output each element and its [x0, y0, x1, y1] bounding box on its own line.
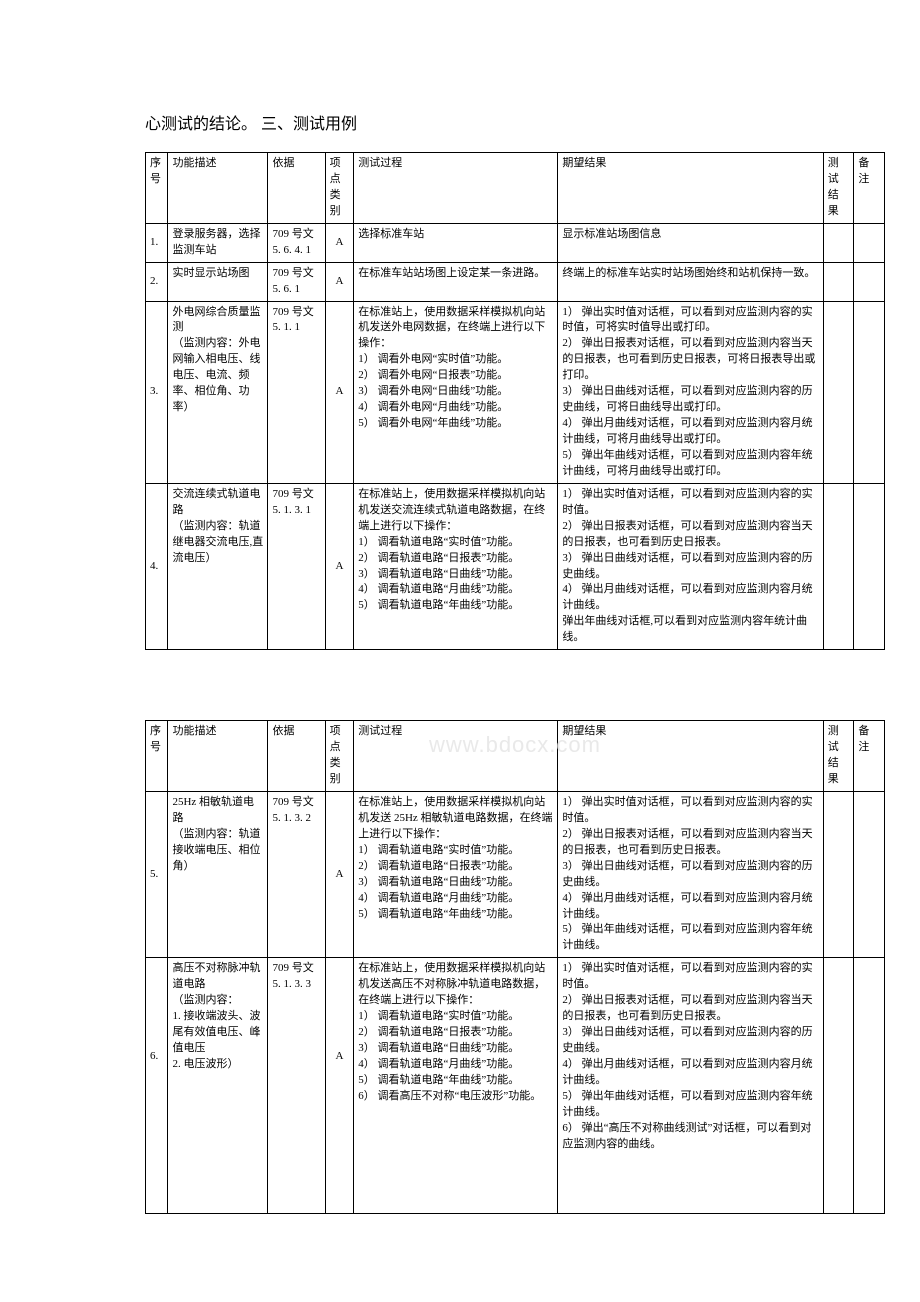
- cell-cat: A: [325, 483, 354, 649]
- cell-exp: 显示标准站场图信息: [558, 223, 823, 262]
- cell-note: [854, 223, 885, 262]
- cell-cat: A: [325, 301, 354, 483]
- cell-cat: A: [325, 958, 354, 1213]
- cell-note: [854, 791, 885, 957]
- cell-res: [823, 301, 854, 483]
- cell-res: [823, 223, 854, 262]
- col-exp: 期望结果: [558, 721, 823, 792]
- cell-basis: 709 号文5. 1. 3. 2: [268, 791, 325, 957]
- col-res: 测试结果: [823, 153, 854, 224]
- table-header-row: 序号 功能描述 依据 项点类别 测试过程 期望结果 测试结果 备注: [146, 153, 885, 224]
- cell-idx: 5.: [146, 791, 168, 957]
- cell-func: 外电网综合质量监测（监测内容：外电网输入相电压、线电压、电流、频率、相位角、功率…: [168, 301, 268, 483]
- table-header-row: 序号 功能描述 依据 项点类别 测试过程 期望结果 测试结果 备注: [146, 721, 885, 792]
- cell-proc: 在标准站上，使用数据采样模拟机向站机发送交流连续式轨道电路数据，在终端上进行以下…: [354, 483, 558, 649]
- table-row: 6.高压不对称脉冲轨道电路（监测内容：1. 接收端波头、波尾有效值电压、峰值电压…: [146, 958, 885, 1213]
- cell-idx: 4.: [146, 483, 168, 649]
- cell-func: 实时显示站场图: [168, 262, 268, 301]
- table-row: 2.实时显示站场图709 号文5. 6. 1A在标准车站站场图上设定某一条进路。…: [146, 262, 885, 301]
- cell-func: 高压不对称脉冲轨道电路（监测内容：1. 接收端波头、波尾有效值电压、峰值电压2.…: [168, 958, 268, 1213]
- col-basis: 依据: [268, 153, 325, 224]
- col-idx: 序号: [146, 721, 168, 792]
- cell-exp: 1） 弹出实时值对话框，可以看到对应监测内容的实时值。2） 弹出日报表对话框，可…: [558, 791, 823, 957]
- col-func: 功能描述: [168, 153, 268, 224]
- cell-basis: 709 号文5. 6. 4. 1: [268, 223, 325, 262]
- cell-res: [823, 483, 854, 649]
- cell-proc: 在标准站上，使用数据采样模拟机向站机发送外电网数据，在终端上进行以下操作：1） …: [354, 301, 558, 483]
- col-exp: 期望结果: [558, 153, 823, 224]
- section-title: 心测试的结论。 三、测试用例: [145, 110, 920, 134]
- col-basis: 依据: [268, 721, 325, 792]
- table-row: 4.交流连续式轨道电路（监测内容：轨道继电器交流电压,直流电压）709 号文5.…: [146, 483, 885, 649]
- col-idx: 序号: [146, 153, 168, 224]
- col-note: 备注: [854, 721, 885, 792]
- cell-res: [823, 262, 854, 301]
- cell-func: 交流连续式轨道电路（监测内容：轨道继电器交流电压,直流电压）: [168, 483, 268, 649]
- cell-proc: 在标准站上，使用数据采样模拟机向站机发送高压不对称脉冲轨道电路数据，在终端上进行…: [354, 958, 558, 1213]
- cell-basis: 709 号文5. 1. 3. 1: [268, 483, 325, 649]
- test-cases-table-2: 序号 功能描述 依据 项点类别 测试过程 期望结果 测试结果 备注 5.25Hz…: [145, 720, 885, 1213]
- cell-note: [854, 262, 885, 301]
- col-proc: 测试过程: [354, 153, 558, 224]
- col-res: 测试结果: [823, 721, 854, 792]
- table-row: 3.外电网综合质量监测（监测内容：外电网输入相电压、线电压、电流、频率、相位角、…: [146, 301, 885, 483]
- col-proc: 测试过程: [354, 721, 558, 792]
- cell-note: [854, 958, 885, 1213]
- cell-proc: 选择标准车站: [354, 223, 558, 262]
- col-note: 备注: [854, 153, 885, 224]
- col-func: 功能描述: [168, 721, 268, 792]
- cell-idx: 1.: [146, 223, 168, 262]
- cell-exp: 1） 弹出实时值对话框，可以看到对应监测内容的实时值。2） 弹出日报表对话框，可…: [558, 483, 823, 649]
- col-cat: 项点类别: [325, 153, 354, 224]
- cell-idx: 3.: [146, 301, 168, 483]
- test-cases-table-1: 序号 功能描述 依据 项点类别 测试过程 期望结果 测试结果 备注 1.登录服务…: [145, 152, 885, 650]
- cell-basis: 709 号文5. 6. 1: [268, 262, 325, 301]
- cell-res: [823, 958, 854, 1213]
- cell-cat: A: [325, 223, 354, 262]
- col-cat: 项点类别: [325, 721, 354, 792]
- cell-res: [823, 791, 854, 957]
- cell-cat: A: [325, 791, 354, 957]
- cell-idx: 6.: [146, 958, 168, 1213]
- cell-note: [854, 301, 885, 483]
- cell-exp: 1） 弹出实时值对话框，可以看到对应监测内容的实时值。2） 弹出日报表对话框，可…: [558, 958, 823, 1213]
- cell-note: [854, 483, 885, 649]
- cell-basis: 709 号文5. 1. 3. 3: [268, 958, 325, 1213]
- table-row: 1.登录服务器，选择监测车站709 号文5. 6. 4. 1A选择标准车站显示标…: [146, 223, 885, 262]
- cell-proc: 在标准站上，使用数据采样模拟机向站机发送 25Hz 相敏轨道电路数据，在终端上进…: [354, 791, 558, 957]
- cell-func: 登录服务器，选择监测车站: [168, 223, 268, 262]
- cell-func: 25Hz 相敏轨道电路（监测内容：轨道接收端电压、相位角）: [168, 791, 268, 957]
- table-row: 5.25Hz 相敏轨道电路（监测内容：轨道接收端电压、相位角）709 号文5. …: [146, 791, 885, 957]
- cell-proc: 在标准车站站场图上设定某一条进路。: [354, 262, 558, 301]
- cell-idx: 2.: [146, 262, 168, 301]
- cell-basis: 709 号文5. 1. 1: [268, 301, 325, 483]
- cell-exp: 终端上的标准车站实时站场图始终和站机保持一致。: [558, 262, 823, 301]
- cell-exp: 1） 弹出实时值对话框，可以看到对应监测内容的实时值，可将实时值导出或打印。2）…: [558, 301, 823, 483]
- cell-cat: A: [325, 262, 354, 301]
